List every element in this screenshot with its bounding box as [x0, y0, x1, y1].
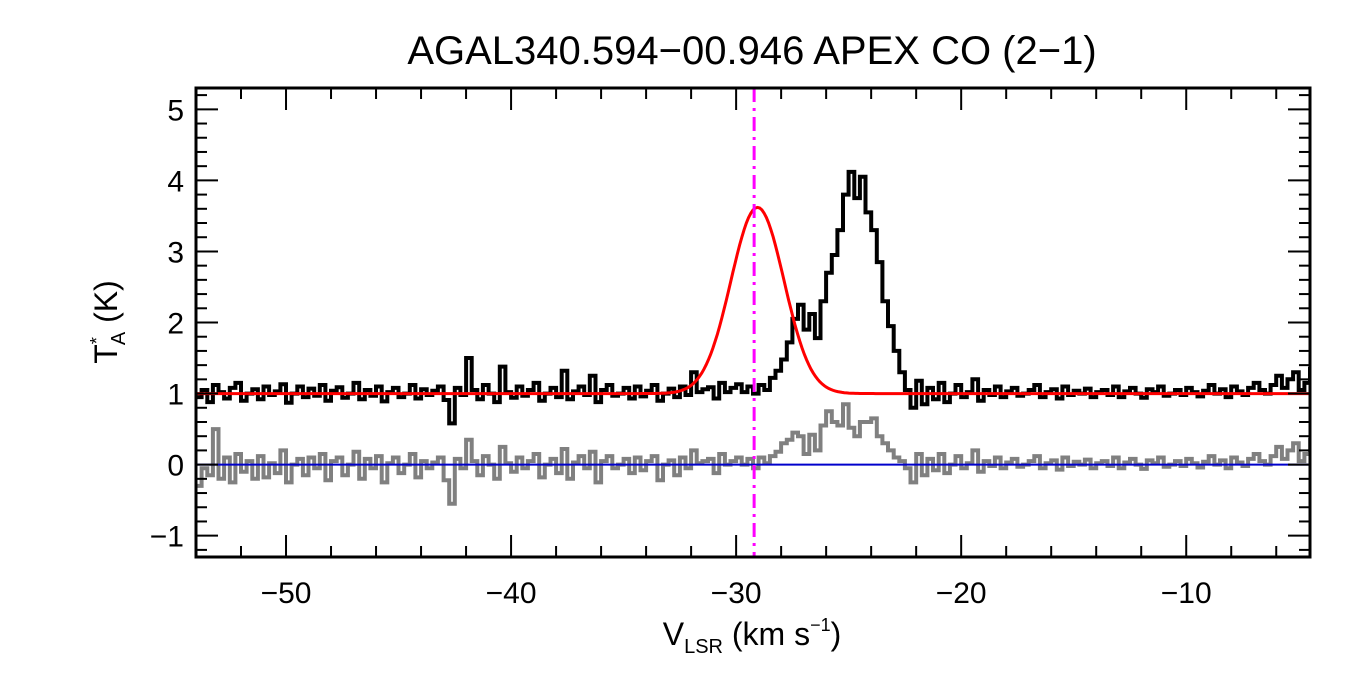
- y-tick-label: 1: [167, 379, 184, 412]
- y-tick-label: 4: [167, 165, 184, 198]
- x-tick-label: −20: [936, 577, 987, 610]
- y-tick-label: 3: [167, 236, 184, 269]
- x-tick-label: −40: [486, 577, 537, 610]
- y-axis-label-unit: (K): [88, 280, 124, 332]
- x-axis-label-main: V: [663, 616, 685, 652]
- x-tick-label: −10: [1161, 577, 1212, 610]
- chart-title: AGAL340.594−00.946 APEX CO (2−1): [407, 29, 1096, 73]
- y-axis-label: T*A (K): [87, 280, 130, 363]
- y-tick-label: −1: [150, 521, 184, 554]
- x-axis-label-subscript: LSR: [684, 636, 723, 658]
- y-tick-label: 0: [167, 450, 184, 483]
- x-axis-label-unit-close: ): [831, 616, 842, 652]
- y-tick-label: 2: [167, 308, 184, 341]
- y-axis-label-subscript: A: [108, 331, 130, 345]
- x-tick-label: −30: [711, 577, 762, 610]
- x-axis-label: VLSR (km s−1): [663, 615, 842, 658]
- x-axis-label-unit: (km s: [723, 616, 810, 652]
- observed-spectrum-line: [196, 169, 1310, 426]
- y-tick-label: 5: [167, 94, 184, 127]
- residual-spectrum-line: [196, 402, 1310, 506]
- x-axis-label-superscript: −1: [810, 615, 831, 635]
- x-tick-label: −50: [261, 577, 312, 610]
- y-axis-label-main: T: [88, 344, 124, 364]
- y-axis-label-superscript: *: [87, 337, 107, 344]
